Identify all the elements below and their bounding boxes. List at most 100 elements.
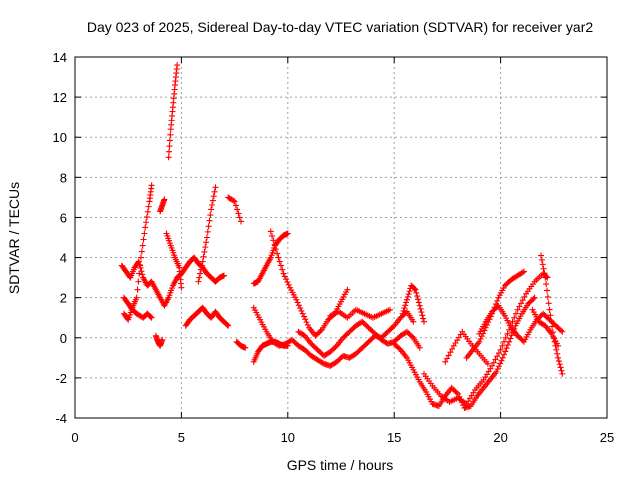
data-point: [295, 302, 302, 309]
data-point: [497, 360, 504, 367]
series-trace-e: [157, 196, 168, 215]
data-point: [344, 286, 351, 293]
data-point: [548, 317, 555, 324]
data-point: [414, 293, 421, 300]
data-point: [201, 248, 208, 255]
data-point: [511, 314, 518, 321]
data-point: [400, 307, 407, 314]
data-point: [494, 366, 501, 373]
data-point: [148, 182, 155, 189]
series-trace-n: [250, 304, 417, 369]
data-point: [134, 286, 141, 293]
data-point: [147, 313, 154, 320]
data-point: [280, 270, 287, 277]
y-tick-label: -2: [55, 371, 67, 386]
data-point: [543, 287, 550, 294]
data-point: [404, 293, 411, 300]
data-point: [504, 330, 511, 337]
data-point: [317, 327, 324, 334]
series-trace-h: [182, 304, 232, 329]
data-point: [237, 218, 244, 225]
series-trace-t: [420, 270, 551, 407]
data-point: [166, 143, 173, 150]
data-point: [493, 368, 500, 375]
data-point: [135, 278, 142, 285]
data-point: [396, 345, 403, 352]
x-tick-label: 25: [600, 430, 614, 445]
data-point: [519, 269, 526, 276]
data-point: [495, 350, 502, 357]
data-point: [303, 319, 310, 326]
data-point: [139, 242, 146, 249]
data-point: [498, 357, 505, 364]
data-point: [304, 321, 311, 328]
data-point: [538, 252, 545, 259]
data-point: [274, 250, 281, 257]
data-point: [139, 271, 146, 278]
data-point: [409, 333, 416, 340]
series-trace-y: [529, 306, 562, 349]
data-point: [556, 361, 563, 368]
y-tick-label: 6: [60, 210, 67, 225]
data-point: [544, 293, 551, 300]
data-point: [267, 228, 274, 235]
data-point: [144, 208, 151, 215]
data-point: [539, 261, 546, 268]
y-tick-label: 10: [53, 130, 67, 145]
data-point: [507, 335, 514, 342]
data-point: [143, 219, 150, 226]
data-point: [236, 214, 243, 221]
series-trace-s: [399, 282, 427, 325]
y-tick-label: 4: [60, 251, 67, 266]
data-point: [133, 294, 140, 301]
data-point: [554, 350, 561, 357]
data-point: [518, 300, 525, 307]
data-point: [417, 305, 424, 312]
data-point: [482, 324, 489, 331]
data-point: [411, 285, 418, 292]
data-point: [138, 248, 145, 255]
data-point: [509, 318, 516, 325]
tick-labels: 0 5 10 15 20 25 -4 -2 0 2 4 6 8 10 12 14: [53, 50, 615, 445]
data-point: [276, 258, 283, 265]
data-point: [413, 289, 420, 296]
data-point: [235, 210, 242, 217]
data-point: [141, 230, 148, 237]
data-point: [541, 270, 548, 277]
data-point: [501, 338, 508, 345]
y-tick-label: -4: [55, 411, 67, 426]
data-point: [298, 307, 305, 314]
data-point: [270, 237, 277, 244]
data-point: [198, 262, 205, 269]
data-point: [406, 288, 413, 295]
grid: [75, 57, 607, 418]
data-point: [512, 310, 519, 317]
data-point: [492, 356, 499, 363]
y-tick-label: 14: [53, 50, 67, 65]
data-point: [499, 354, 506, 361]
data-point: [275, 254, 282, 261]
data-point: [405, 291, 412, 298]
data-point: [476, 338, 483, 345]
data-point: [136, 270, 143, 277]
series-trace-d: [152, 332, 166, 349]
data-point: [530, 295, 537, 302]
data-point: [137, 254, 144, 261]
data-point: [559, 328, 566, 335]
data-point: [242, 344, 249, 351]
data-point: [497, 346, 504, 353]
data-point: [332, 344, 339, 351]
series-trace-v: [463, 268, 528, 361]
series-trace-w: [476, 302, 566, 345]
data-point: [555, 342, 562, 349]
data-point: [506, 338, 513, 345]
series-trace-k: [233, 338, 249, 351]
data-point: [281, 273, 288, 280]
data-point: [225, 322, 232, 329]
data-point: [543, 273, 550, 280]
data-point: [477, 335, 484, 342]
data-point: [224, 321, 231, 328]
data-point: [557, 364, 564, 371]
data-point: [402, 302, 409, 309]
